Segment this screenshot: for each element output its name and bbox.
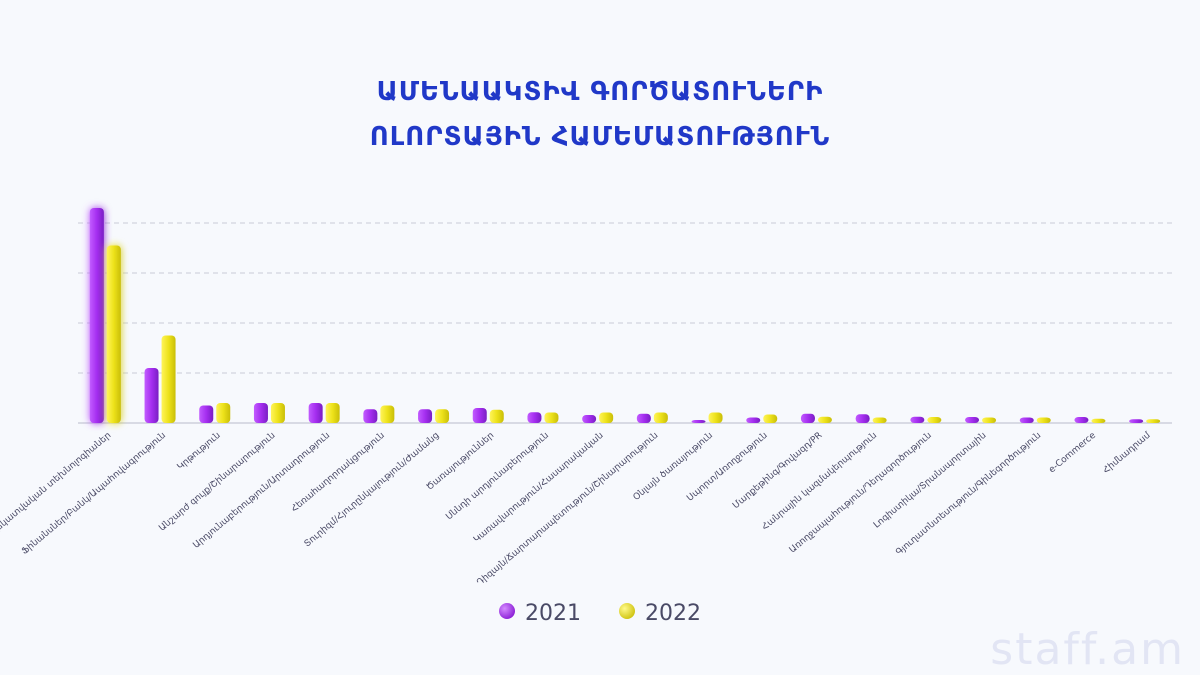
bar-2022-6 <box>380 405 395 423</box>
bar-2022-2 <box>161 335 176 423</box>
bar-2022-5 <box>325 403 340 423</box>
bar-2021-8 <box>472 408 487 423</box>
x-tick-label-11: Դիզայն/Ճարտարապետություն/Շինարարություն <box>475 431 660 588</box>
bar-2021-1 <box>89 208 104 423</box>
bar-2022-11 <box>653 412 668 423</box>
bar-2022-19 <box>1091 418 1106 423</box>
bar-2022-9 <box>544 412 559 423</box>
x-tick-label-9: Սննդի արդյունաբերություն <box>444 431 551 523</box>
staff-am-watermark: staff.am <box>990 624 1185 675</box>
bar-2022-20 <box>1146 419 1161 423</box>
bar-2021-2 <box>144 368 159 423</box>
bar-2021-15 <box>855 414 870 423</box>
bar-2022-8 <box>489 409 504 423</box>
bar-2022-1 <box>106 245 121 423</box>
chart-title-line-1: ԱՄԵՆԱԱԿՏԻՎ ԳՈՐԾԱՏՈՒՆԵՐԻ <box>377 77 824 107</box>
legend-label-2022: 2022 <box>645 601 701 626</box>
bar-2022-13 <box>763 414 778 423</box>
bar-2022-7 <box>435 409 450 423</box>
legend-label-2021: 2021 <box>525 601 581 626</box>
x-tick-labels: Տեղեկատվական տեխնոլոգիաներՖինանսներ/Բանկ… <box>0 430 1153 588</box>
x-tick-label-3: Կրթություն <box>176 431 223 473</box>
bar-2021-19 <box>1074 417 1089 423</box>
bar-2021-17 <box>965 417 980 423</box>
x-tick-label-6: Հեռահաղորդակցություն <box>290 431 387 515</box>
legend-marker-2021 <box>499 603 515 619</box>
legend: 2021 2022 <box>499 601 701 626</box>
bar-2021-18 <box>1019 417 1034 423</box>
gridlines <box>78 222 1172 424</box>
bars <box>89 208 1161 423</box>
bar-2021-3 <box>199 405 214 423</box>
bar-2021-4 <box>253 403 268 423</box>
bar-2021-11 <box>636 413 651 423</box>
bar-2022-3 <box>216 403 231 423</box>
bar-2021-20 <box>1129 419 1144 423</box>
x-tick-label-14: Մարքեթինգ/Գովազդ/PR <box>731 431 824 512</box>
bar-2021-16 <box>910 416 925 423</box>
bar-2022-4 <box>270 403 285 423</box>
chart-title-line-2: ՈԼՈՐՏԱՅԻՆ ՀԱՄԵՄԱՏՈՒԹՅՈՒՆ <box>370 122 831 152</box>
bar-2021-14 <box>800 413 815 423</box>
bar-2022-15 <box>872 417 887 423</box>
bar-2021-5 <box>308 403 323 423</box>
x-tick-label-17: Լոգիստիկա/Տրանսպորտային <box>872 431 988 531</box>
bar-2021-9 <box>527 412 542 423</box>
x-tick-label-20: Հիմնադրամ <box>1101 430 1152 475</box>
bar-2022-17 <box>982 417 997 423</box>
legend-marker-2022 <box>619 603 635 619</box>
bar-2021-6 <box>363 409 378 423</box>
bar-2022-16 <box>927 417 942 423</box>
bar-2022-10 <box>599 412 614 423</box>
x-tick-label-4: Անշարժ գույք/Շինարարություն <box>157 431 277 534</box>
bar-2021-13 <box>746 417 761 423</box>
bar-2021-10 <box>582 415 597 423</box>
x-tick-label-15: Հանրային կազմակերպություն <box>760 431 879 533</box>
bar-2021-7 <box>418 409 433 423</box>
x-tick-label-19: e-Commerce <box>1047 430 1098 475</box>
bar-2021-12 <box>691 420 706 423</box>
bar-2022-18 <box>1036 417 1051 423</box>
bar-2022-12 <box>708 412 723 423</box>
bar-2022-14 <box>817 416 832 423</box>
